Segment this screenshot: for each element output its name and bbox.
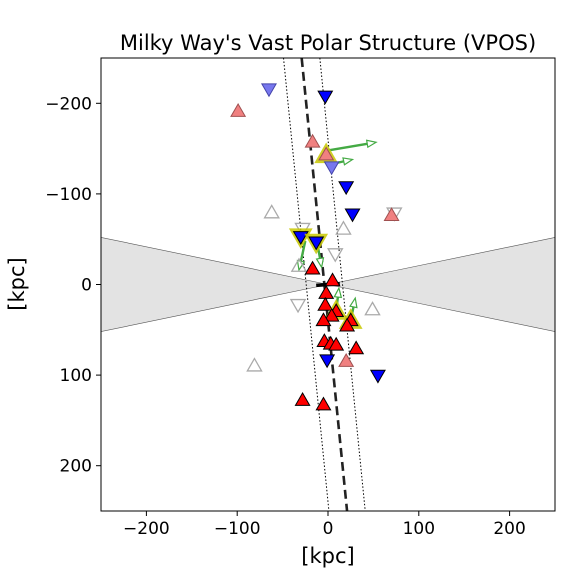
- satellite-marker-up: [263, 204, 280, 219]
- satellite-marker-up: [230, 102, 247, 117]
- velocity-arrow-shaft: [299, 240, 307, 262]
- satellite-marker-down: [344, 208, 361, 223]
- x-tick-label: −100: [214, 519, 261, 539]
- satellite-marker-up: [339, 317, 356, 332]
- y-axis-label: [kpc]: [5, 257, 29, 310]
- satellite-marker-up: [290, 257, 308, 272]
- satellite-marker-up: [304, 260, 321, 275]
- chart-title: Milky Way's Vast Polar Structure (VPOS): [120, 31, 536, 55]
- satellite-marker-up: [318, 285, 335, 299]
- x-tick-label: 0: [323, 519, 334, 539]
- x-tick-label: 100: [403, 519, 435, 539]
- y-tick-label: −100: [45, 185, 92, 205]
- velocity-arrow-shaft: [327, 142, 368, 152]
- satellite-marker-down: [292, 231, 309, 245]
- satellite-markers: [230, 83, 403, 411]
- x-tick-label: −200: [123, 519, 170, 539]
- satellite-marker-up: [328, 336, 345, 351]
- velocity-arrow-head: [315, 257, 325, 269]
- velocity-arrow-head: [365, 139, 378, 149]
- satellite-marker-down: [260, 83, 277, 98]
- y-tick-label: −200: [45, 94, 92, 114]
- satellite-marker-up: [324, 272, 341, 287]
- satellite-marker-up: [246, 357, 263, 372]
- vpos-plane-boundary-right: [319, 58, 366, 511]
- velocity-arrow-head: [342, 157, 355, 166]
- satellite-marker-down: [317, 90, 334, 105]
- zone-of-avoidance-right: [327, 237, 555, 332]
- y-tick-label: 100: [60, 366, 92, 386]
- x-axis-label: [kpc]: [301, 544, 354, 568]
- zone-of-avoidance-left: [101, 237, 329, 332]
- satellite-marker-up: [315, 312, 332, 327]
- x-tick-label: 200: [493, 519, 525, 539]
- satellite-marker-up: [348, 340, 365, 355]
- satellite-marker-up: [315, 396, 332, 411]
- satellite-marker-up: [318, 146, 335, 161]
- plot-area: [101, 58, 555, 511]
- vpos-plane-boundary-left: [283, 58, 330, 511]
- satellite-marker-up: [323, 307, 340, 322]
- satellite-marker-up: [304, 133, 321, 148]
- satellite-marker-down: [319, 354, 336, 369]
- satellite-marker-up: [294, 391, 311, 406]
- satellite-marker-down: [289, 298, 307, 314]
- satellite-marker-up: [338, 353, 355, 367]
- y-tick-label: 200: [60, 457, 92, 477]
- satellite-marker-up: [317, 296, 334, 311]
- satellite-marker-up: [383, 207, 400, 222]
- satellite-marker-down: [323, 161, 340, 176]
- satellite-marker-down: [308, 236, 325, 251]
- x-axis: −200 −100 0 100 200: [123, 511, 526, 539]
- satellite-marker-up: [335, 220, 352, 235]
- satellite-marker-down: [369, 369, 386, 384]
- satellite-marker-down: [327, 248, 344, 263]
- velocity-arrow-head: [349, 296, 358, 309]
- satellite-marker-up: [364, 301, 381, 316]
- satellite-marker-down: [338, 181, 355, 196]
- y-tick-label: 0: [81, 276, 92, 296]
- velocity-arrow-head: [333, 286, 343, 299]
- y-axis: −200 −100 0 100 200: [45, 94, 101, 477]
